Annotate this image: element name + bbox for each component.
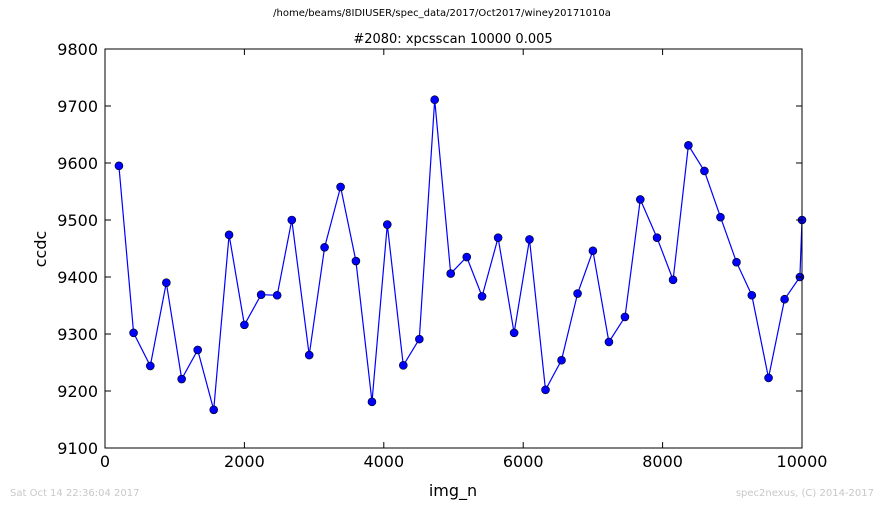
data-point	[764, 373, 773, 383]
data-point	[668, 275, 678, 285]
y-tick-label: 9400	[57, 268, 98, 287]
data-point	[240, 320, 249, 330]
data-point	[700, 166, 709, 176]
data-point	[541, 385, 550, 395]
data-point	[162, 278, 171, 288]
data-point	[256, 290, 266, 299]
y-axis: 9100 9200 9300 9400 9500 9600 9700 9800	[57, 40, 802, 458]
data-point	[652, 233, 662, 242]
data-point	[304, 350, 314, 360]
data-point	[446, 269, 456, 278]
data-point	[287, 215, 297, 225]
data-point	[430, 95, 439, 105]
data-point	[129, 328, 138, 338]
y-tick-label: 9800	[57, 40, 98, 59]
data-point	[336, 182, 345, 192]
x-axis-label: img_n	[429, 481, 477, 501]
x-tick-label: 8000	[642, 452, 683, 471]
data-point	[399, 361, 408, 370]
data-point	[462, 252, 472, 262]
plot-series	[114, 95, 807, 415]
data-point	[415, 334, 424, 344]
x-tick-label: 6000	[503, 452, 544, 471]
data-point	[193, 345, 203, 355]
data-point	[209, 405, 219, 415]
data-point	[351, 256, 361, 266]
y-axis-label: ccdc	[31, 231, 50, 268]
y-tick-label: 9700	[57, 97, 98, 116]
data-point	[525, 235, 534, 244]
data-point	[224, 230, 234, 240]
x-tick-label: 10000	[777, 452, 828, 471]
data-point	[684, 141, 693, 150]
data-point	[177, 374, 186, 384]
x-axis: 0 2000 4000 6000 8000 10000	[100, 49, 828, 471]
y-tick-label: 9200	[57, 382, 98, 401]
data-point	[732, 257, 741, 267]
x-tick-label: 2000	[224, 452, 265, 471]
data-point	[477, 292, 487, 301]
data-point	[573, 289, 582, 298]
y-tick-label: 9100	[57, 439, 98, 458]
data-point	[716, 212, 725, 222]
data-point	[382, 220, 392, 229]
axes-frame	[104, 48, 803, 449]
data-point	[367, 397, 377, 407]
data-point	[620, 312, 630, 322]
data-point	[114, 161, 124, 171]
footer-timestamp: Sat Oct 14 22:36:04 2017	[10, 488, 140, 499]
data-point	[320, 243, 329, 252]
data-point	[588, 246, 598, 256]
y-tick-label: 9500	[57, 211, 98, 230]
data-point	[635, 195, 645, 204]
data-point	[780, 294, 789, 304]
data-point	[747, 290, 757, 300]
data-point	[557, 355, 566, 365]
footer-credit: spec2nexus, (C) 2014-2017	[735, 488, 874, 499]
data-point	[146, 361, 155, 371]
chart-title: #2080: xpcsscan 10000 0.005	[353, 32, 552, 47]
y-tick-label: 9600	[57, 154, 98, 173]
data-point	[272, 290, 282, 300]
data-point	[493, 233, 503, 242]
x-tick-label: 0	[100, 452, 110, 471]
data-point	[604, 337, 614, 347]
data-point	[509, 328, 519, 338]
figure-suptitle: /home/beams/8IDIUSER/spec_data/2017/Oct2…	[273, 8, 611, 19]
series-line	[118, 99, 803, 410]
x-tick-label: 4000	[363, 452, 404, 471]
y-tick-label: 9300	[57, 325, 98, 344]
